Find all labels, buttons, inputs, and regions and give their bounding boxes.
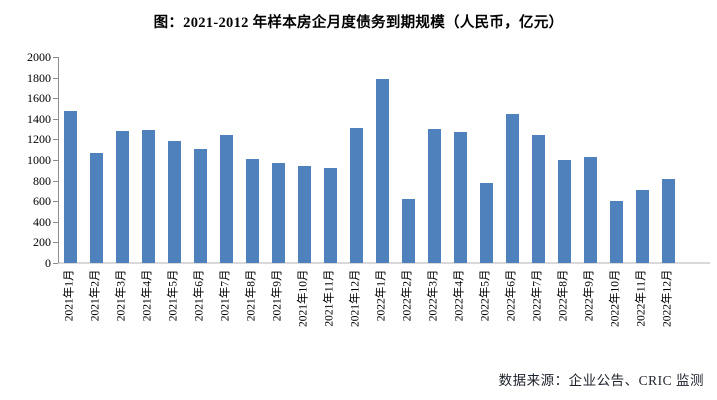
bar-2022年4月 xyxy=(453,132,467,263)
y-axis-tick-label: 2000 xyxy=(27,50,51,64)
y-axis-tick xyxy=(53,139,58,141)
bar-2021年1月 xyxy=(63,111,77,263)
bar-2021年5月 xyxy=(167,141,181,263)
x-axis-tick-label: 2022年7月 xyxy=(531,269,544,322)
x-axis-tick-label: 2022年3月 xyxy=(427,269,440,322)
bar-2022年5月 xyxy=(479,183,493,263)
bar-2021年12月 xyxy=(349,128,363,263)
x-axis-tick-label: 2022年12月 xyxy=(661,269,674,328)
x-axis-tick-label: 2022年4月 xyxy=(453,269,466,322)
x-axis-tick-label: 2021年4月 xyxy=(141,269,154,322)
bar-2021年9月 xyxy=(271,163,285,263)
y-axis-line xyxy=(58,57,59,263)
x-axis-tick-label: 2022年2月 xyxy=(401,269,414,322)
bar-2022年10月 xyxy=(609,201,623,263)
bar-2022年2月 xyxy=(401,199,415,263)
bar-2021年4月 xyxy=(141,130,155,263)
x-axis-tick-label: 2022年11月 xyxy=(635,269,648,327)
x-axis-tick-label: 2022年10月 xyxy=(609,269,622,328)
y-axis-tick-label: 600 xyxy=(33,194,51,209)
bar-2021年8月 xyxy=(245,159,259,263)
x-axis-tick-label: 2022年9月 xyxy=(583,269,596,322)
y-axis-tick xyxy=(53,57,58,58)
bar-2021年10月 xyxy=(297,166,311,263)
y-axis-tick-label: 1400 xyxy=(27,111,51,126)
bar-2021年2月 xyxy=(89,153,103,263)
x-axis-tick-label: 2022年6月 xyxy=(505,269,518,322)
bar-2022年12月 xyxy=(661,179,675,263)
x-axis-tick-label: 2021年12月 xyxy=(349,269,362,328)
y-axis-tick xyxy=(53,263,58,264)
y-axis-tick xyxy=(53,201,58,203)
bar-2022年7月 xyxy=(531,135,545,263)
y-axis-tick-label: 1800 xyxy=(27,70,51,85)
x-axis-tick-label: 2022年1月 xyxy=(375,269,388,322)
x-axis-tick-label: 2022年8月 xyxy=(557,269,570,322)
y-axis-tick xyxy=(53,160,58,161)
y-axis-tick-label: 1200 xyxy=(27,132,51,147)
x-axis-tick-label: 2021年11月 xyxy=(323,269,336,327)
bar-2022年8月 xyxy=(557,160,571,263)
bar-2022年3月 xyxy=(427,129,441,263)
x-axis-tick-label: 2021年1月 xyxy=(63,269,76,322)
x-axis-tick-label: 2021年3月 xyxy=(115,269,128,322)
y-axis-tick-label: 1600 xyxy=(27,91,51,106)
y-axis-tick-label: 400 xyxy=(33,214,51,229)
y-axis-tick-label: 1000 xyxy=(27,153,51,167)
x-axis-line xyxy=(58,262,710,264)
x-axis-tick-label: 2021年10月 xyxy=(297,269,310,328)
x-axis-tick-label: 2021年2月 xyxy=(89,269,102,322)
y-axis-tick xyxy=(53,98,58,100)
bar-2022年1月 xyxy=(375,79,389,263)
y-axis-tick-label: 200 xyxy=(33,235,51,250)
y-axis-tick xyxy=(53,242,58,244)
bar-2021年7月 xyxy=(219,135,233,263)
y-axis-tick-label: 800 xyxy=(33,173,51,188)
x-axis-tick-label: 2022年5月 xyxy=(479,269,492,322)
y-axis-tick xyxy=(53,221,58,223)
bar-2021年3月 xyxy=(115,131,129,263)
bar-2021年11月 xyxy=(323,168,337,263)
x-axis-tick-label: 2021年6月 xyxy=(193,269,206,322)
bar-2022年9月 xyxy=(583,157,597,263)
x-axis-tick-label: 2021年7月 xyxy=(219,269,232,322)
y-axis-tick xyxy=(53,77,58,79)
bar-2021年6月 xyxy=(193,149,207,263)
source-note: 数据来源：企业公告、CRIC 监测 xyxy=(498,373,704,388)
y-axis-tick xyxy=(53,118,58,120)
x-axis-tick-label: 2021年8月 xyxy=(245,269,258,322)
bar-2022年6月 xyxy=(505,114,519,263)
y-axis-tick xyxy=(53,180,58,182)
x-axis-tick-label: 2021年9月 xyxy=(271,269,284,322)
x-axis-tick-label: 2021年5月 xyxy=(167,269,180,322)
y-axis-tick-label: 0 xyxy=(45,256,51,270)
bar-2022年11月 xyxy=(635,190,649,263)
chart-title: 图：2021-2012 年样本房企月度债务到期规模（人民币，亿元） xyxy=(153,15,564,31)
